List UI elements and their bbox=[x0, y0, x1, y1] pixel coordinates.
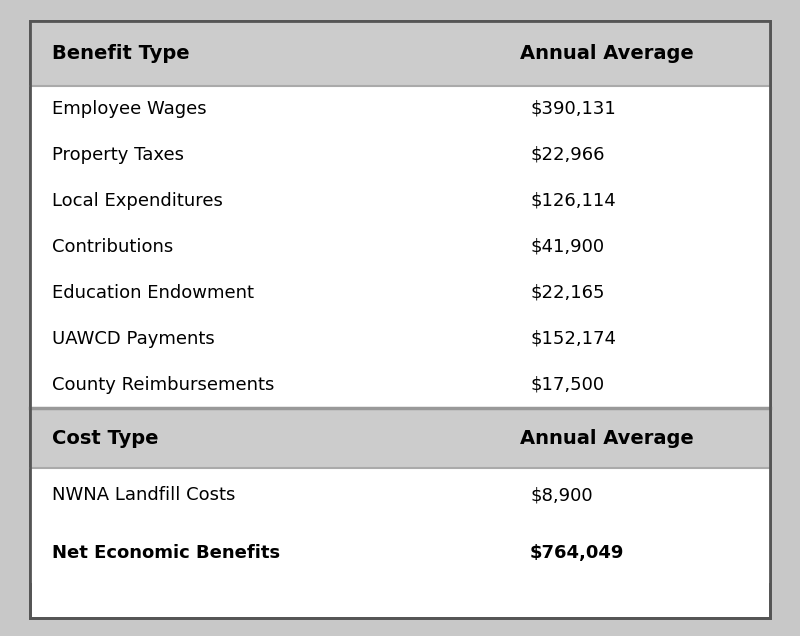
Text: $17,500: $17,500 bbox=[530, 376, 604, 394]
Text: $390,131: $390,131 bbox=[530, 100, 616, 118]
Text: Cost Type: Cost Type bbox=[52, 429, 158, 448]
Text: NWNA Landfill Costs: NWNA Landfill Costs bbox=[52, 487, 235, 504]
Text: Annual Average: Annual Average bbox=[520, 429, 694, 448]
Text: Education Endowment: Education Endowment bbox=[52, 284, 254, 302]
FancyBboxPatch shape bbox=[30, 316, 770, 362]
FancyBboxPatch shape bbox=[30, 362, 770, 408]
FancyBboxPatch shape bbox=[30, 132, 770, 178]
Text: $8,900: $8,900 bbox=[530, 487, 593, 504]
FancyBboxPatch shape bbox=[30, 270, 770, 316]
Text: $764,049: $764,049 bbox=[530, 544, 624, 562]
Text: Employee Wages: Employee Wages bbox=[52, 100, 206, 118]
FancyBboxPatch shape bbox=[30, 408, 770, 468]
Text: Local Expenditures: Local Expenditures bbox=[52, 192, 223, 210]
Text: $41,900: $41,900 bbox=[530, 238, 604, 256]
Text: Contributions: Contributions bbox=[52, 238, 174, 256]
FancyBboxPatch shape bbox=[30, 21, 770, 86]
FancyBboxPatch shape bbox=[30, 21, 770, 618]
FancyBboxPatch shape bbox=[30, 468, 770, 523]
Text: County Reimbursements: County Reimbursements bbox=[52, 376, 274, 394]
FancyBboxPatch shape bbox=[30, 178, 770, 224]
Text: $22,165: $22,165 bbox=[530, 284, 605, 302]
Text: $126,114: $126,114 bbox=[530, 192, 616, 210]
Text: Property Taxes: Property Taxes bbox=[52, 146, 184, 164]
FancyBboxPatch shape bbox=[30, 224, 770, 270]
FancyBboxPatch shape bbox=[30, 86, 770, 132]
FancyBboxPatch shape bbox=[30, 523, 770, 583]
Text: $152,174: $152,174 bbox=[530, 330, 616, 348]
Text: Benefit Type: Benefit Type bbox=[52, 44, 190, 63]
Text: Net Economic Benefits: Net Economic Benefits bbox=[52, 544, 280, 562]
Text: Annual Average: Annual Average bbox=[520, 44, 694, 63]
Text: $22,966: $22,966 bbox=[530, 146, 605, 164]
Text: UAWCD Payments: UAWCD Payments bbox=[52, 330, 214, 348]
